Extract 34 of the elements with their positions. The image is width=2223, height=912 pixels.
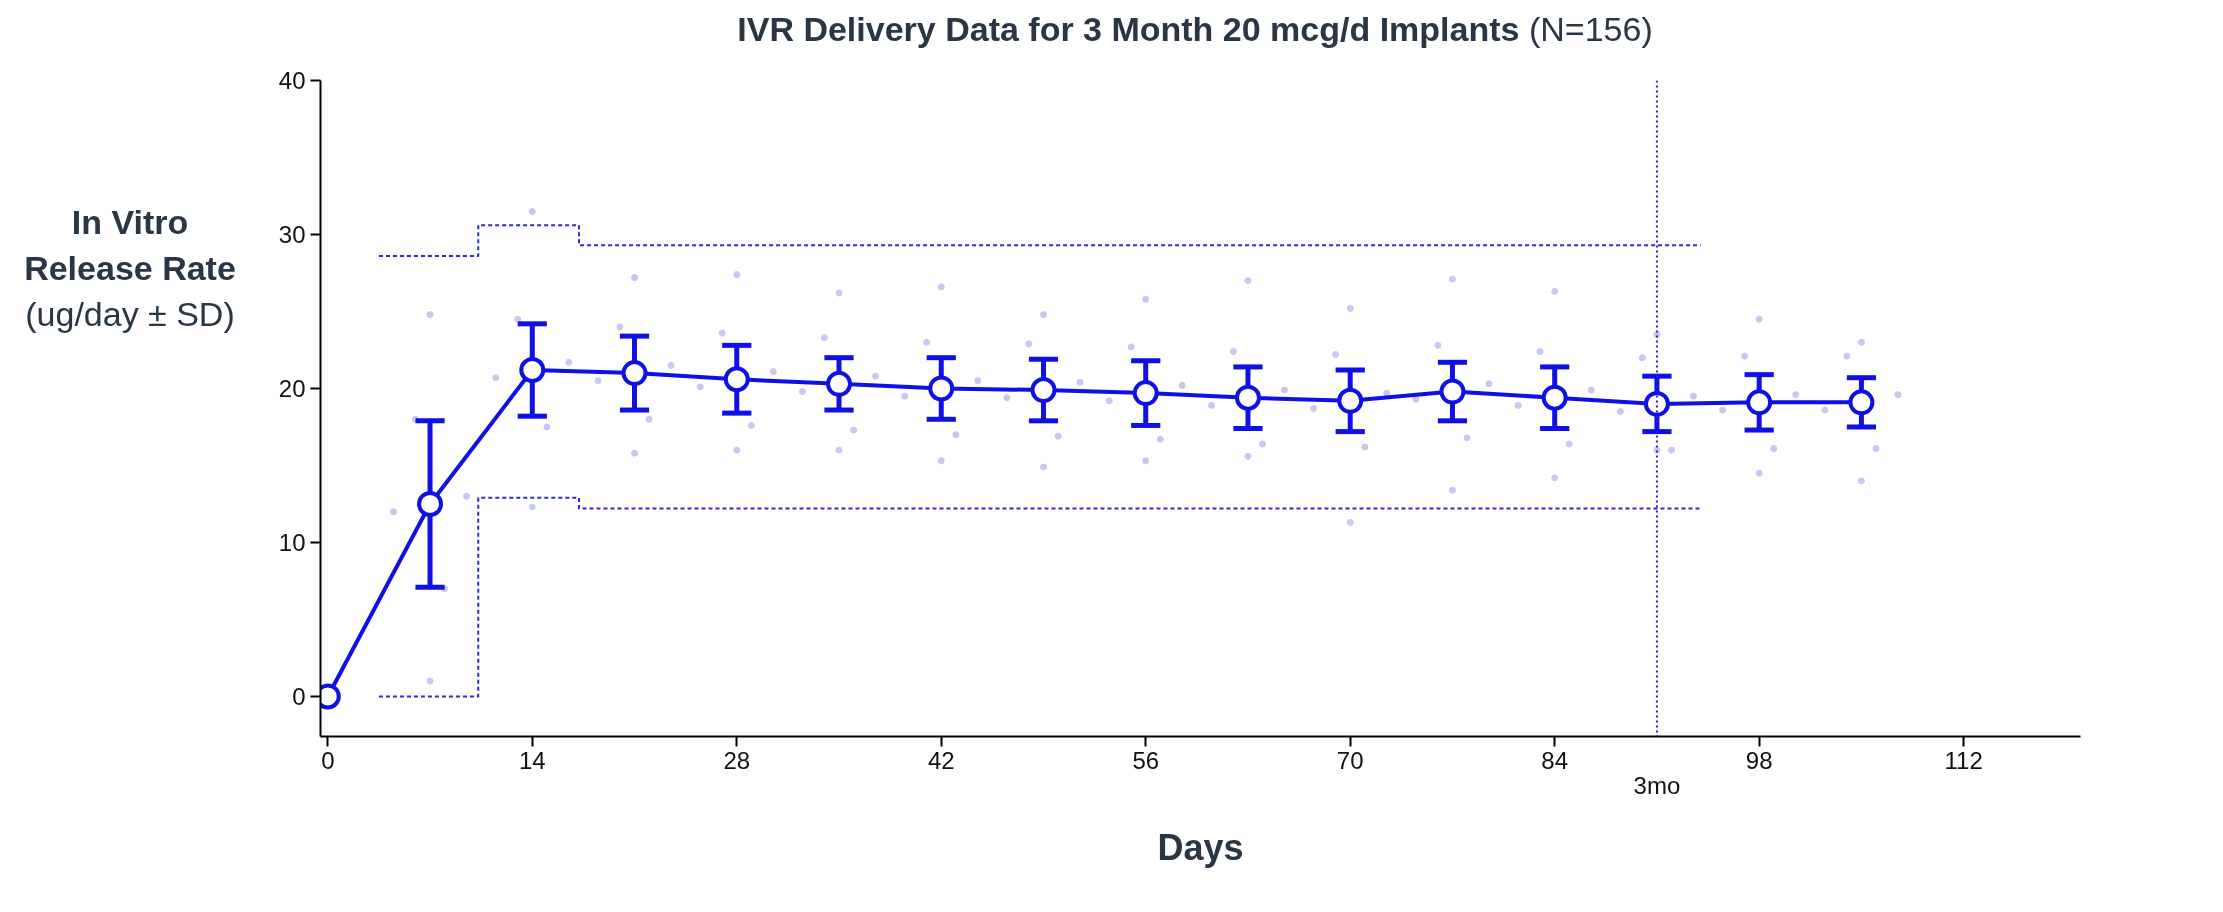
x-tick-label: 28	[723, 746, 751, 774]
point	[1132, 380, 1159, 407]
point	[1643, 390, 1670, 417]
point	[1234, 384, 1261, 411]
x-tick-label: 14	[518, 746, 546, 774]
y-tick-label: 10	[278, 528, 306, 556]
y-tick-label: 40	[278, 67, 306, 94]
chart-subtitle: (N=156)	[1528, 10, 1653, 48]
y-axis-title: In Vitro Release Rate (ug/day ± SD)	[23, 202, 237, 335]
point	[1746, 389, 1773, 416]
y-tick-label: 0	[292, 682, 306, 710]
x-tick-label: 70	[1336, 746, 1364, 774]
chart-title: IVR Delivery Data for 3 Month 20 mcg/d Implants	[737, 10, 1520, 48]
point	[723, 366, 750, 393]
point	[1541, 384, 1568, 411]
point	[1337, 387, 1364, 414]
x-tick-label: 0	[321, 746, 335, 774]
x-tick-label: 84	[1541, 746, 1569, 774]
y-tick-label: 20	[278, 374, 306, 402]
x-tick-label: 42	[927, 746, 955, 774]
point	[1848, 389, 1875, 416]
x-tick-label: 112	[1944, 746, 1983, 774]
point	[1030, 377, 1057, 403]
x-tick-label: 98	[1745, 746, 1773, 774]
x-axis-title: Days	[1157, 826, 1244, 868]
ref-line-label: 3mo	[1633, 771, 1681, 799]
y-tick-label: 30	[278, 220, 306, 248]
point	[417, 491, 444, 517]
x-tick-label: 56	[1132, 746, 1160, 774]
point	[826, 370, 853, 397]
point	[621, 360, 648, 387]
point	[1439, 378, 1466, 405]
point	[519, 357, 546, 383]
point	[928, 375, 955, 402]
